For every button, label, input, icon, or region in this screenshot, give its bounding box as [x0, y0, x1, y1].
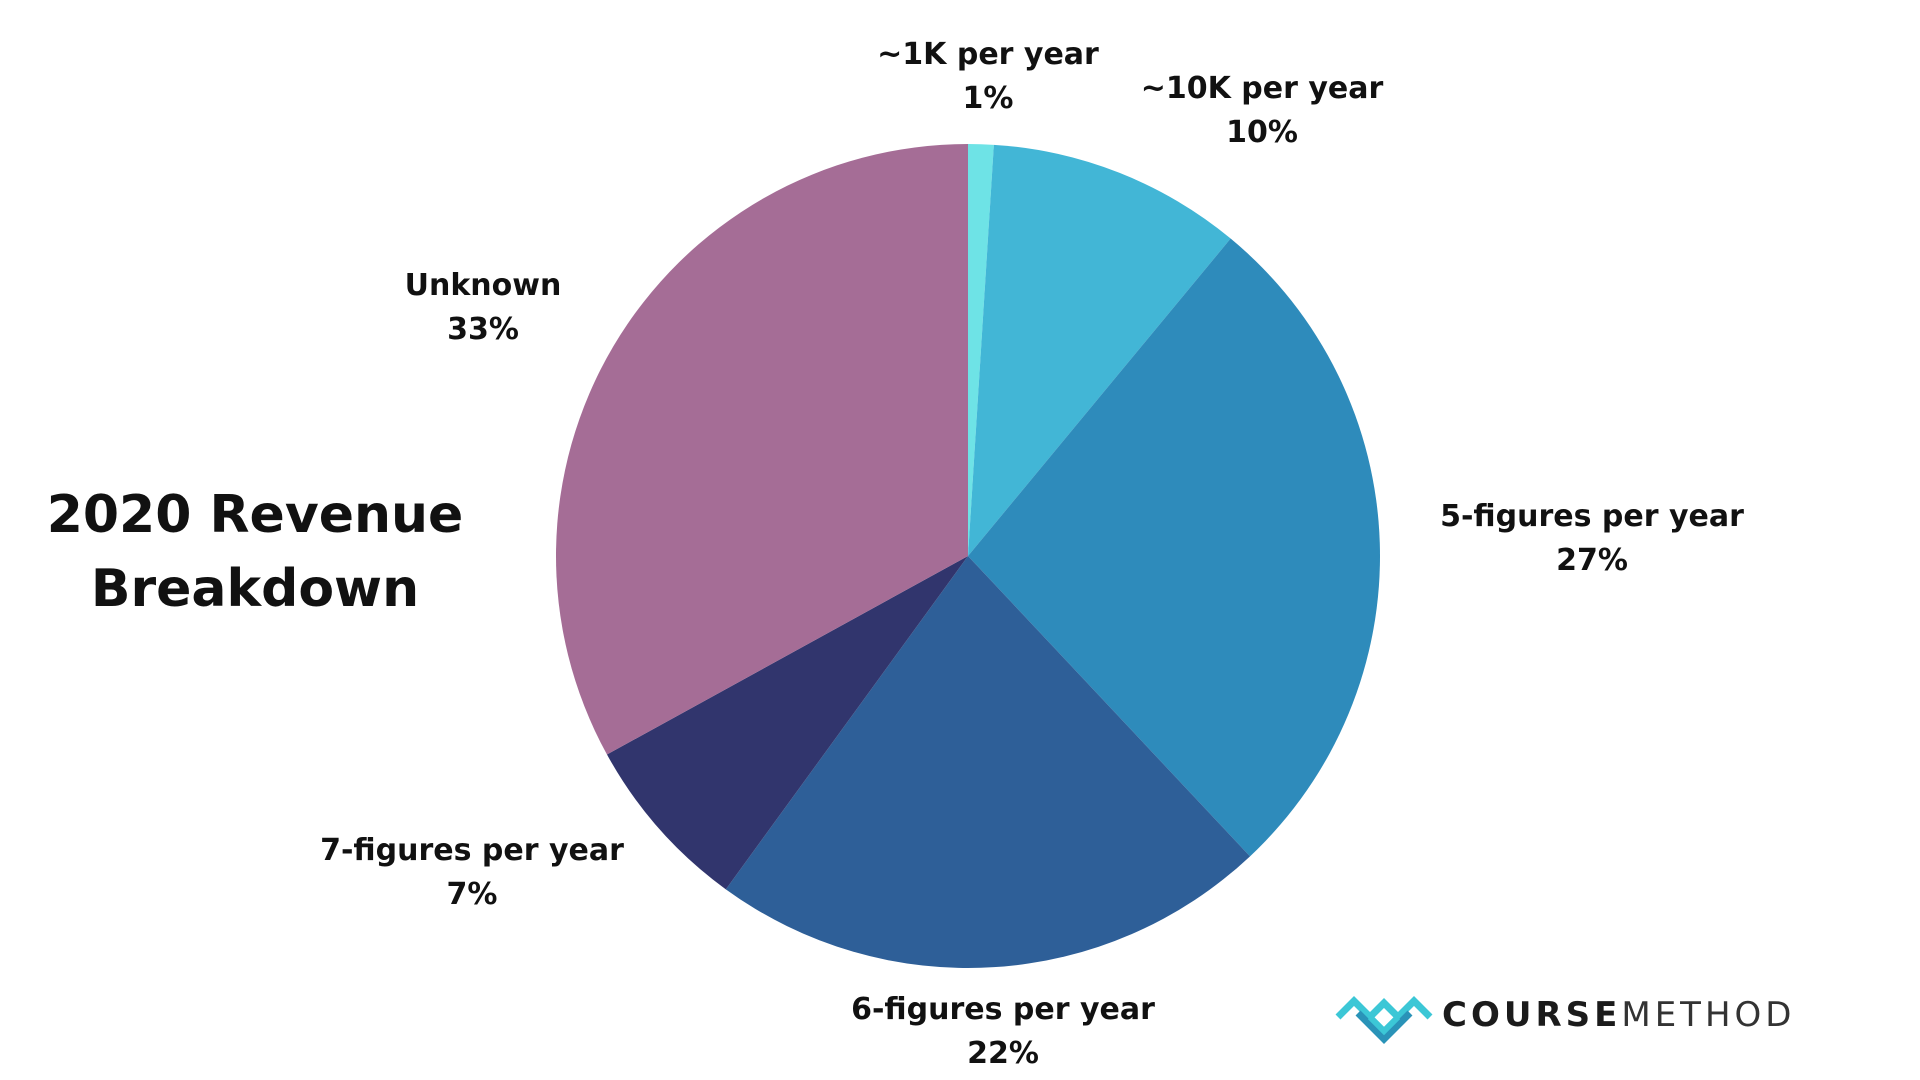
pie-slice-label-2: 5-figures per year 27%	[1440, 499, 1744, 578]
pie-slice-percent-1: 10%	[1226, 115, 1298, 150]
chart-title: 2020 Revenue Breakdown	[40, 478, 470, 626]
pie-slice-label-4: 7-figures per year 7%	[320, 833, 624, 912]
pie-slice-label-1: ~10K per year 10%	[1141, 71, 1384, 150]
chart-title-line-1: 2020 Revenue	[46, 485, 464, 545]
pie-slice-label-5: Unknown 33%	[405, 268, 562, 347]
pie-slice-category-1: ~10K per year	[1141, 71, 1384, 106]
pie-slice-percent-3: 22%	[967, 1036, 1039, 1071]
coursemethod-logo: COURSEMETHOD	[1334, 985, 1795, 1045]
pie-slice-label-3: 6-figures per year 22%	[851, 992, 1155, 1071]
pie-labels: ~1K per year 1% ~10K per year 10% 5-figures …	[320, 37, 1744, 1071]
pie-slice-5	[555, 144, 968, 755]
pie-slice-percent-2: 27%	[1556, 543, 1628, 578]
pie-slice-category-0: ~1K per year	[877, 37, 1099, 72]
pie-slice-category-5: Unknown	[405, 268, 562, 303]
brand-name-light: METHOD	[1621, 995, 1796, 1035]
pie-slice-3	[725, 556, 1251, 969]
brand-name-bold: COURSE	[1442, 995, 1622, 1035]
pie-slice-label-0: ~1K per year 1%	[877, 37, 1099, 116]
pie-slice-2	[968, 238, 1381, 857]
coursemethod-logo-mark-icon	[1335, 996, 1433, 1044]
pie-slice-category-4: 7-figures per year	[320, 833, 624, 868]
pie-slice-0	[968, 144, 994, 556]
pie-slice-4	[606, 556, 968, 890]
pie-slice-percent-5: 33%	[447, 312, 519, 347]
pie-slice-percent-4: 7%	[447, 877, 498, 912]
pie-slice-category-2: 5-figures per year	[1440, 499, 1744, 534]
pie-slices	[555, 144, 1381, 969]
chart-title-line-2: Breakdown	[90, 559, 420, 619]
pie-slice-percent-0: 1%	[963, 81, 1014, 116]
pie-slice-1	[968, 144, 1231, 556]
coursemethod-wordmark: COURSEMETHOD	[1442, 995, 1795, 1035]
pie-slice-category-3: 6-figures per year	[851, 992, 1155, 1027]
